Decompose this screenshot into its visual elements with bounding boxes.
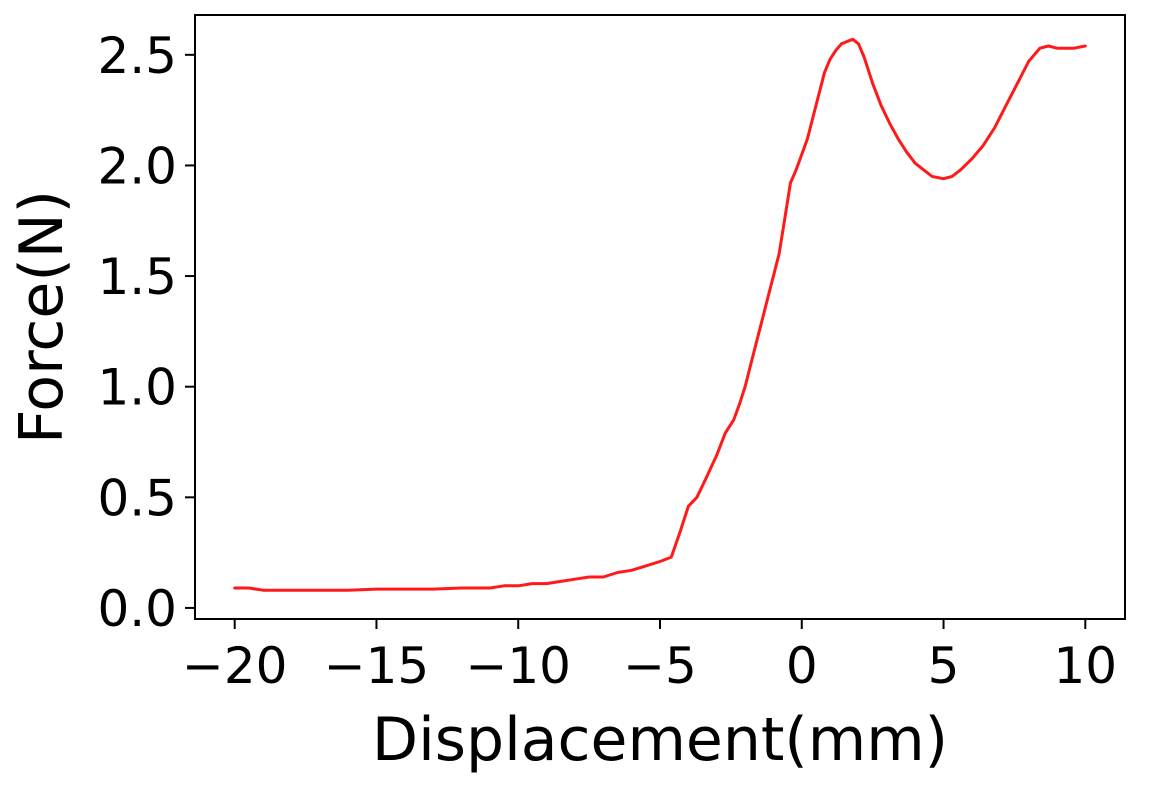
y-tick-label: 2.5 <box>97 27 177 85</box>
x-tick-label: 5 <box>928 637 960 695</box>
plot-area-frame <box>194 14 1126 620</box>
x-tick-label: −15 <box>324 637 430 695</box>
y-tick-label: 1.0 <box>97 359 177 417</box>
force-curve-line <box>233 37 1087 592</box>
y-tick-label: 0.0 <box>97 580 177 638</box>
y-axis-ticks: 0.0 0.5 1.0 1.5 2.0 2.5 <box>97 27 195 638</box>
x-tick-label: −20 <box>182 637 288 695</box>
y-tick-label: 1.5 <box>97 248 177 306</box>
y-tick-label: 0.5 <box>97 469 177 527</box>
x-tick-label: 10 <box>1053 637 1117 695</box>
x-tick-label: −10 <box>465 637 571 695</box>
y-axis-title: Force(N) <box>7 190 77 444</box>
x-tick-label: −5 <box>623 637 697 695</box>
x-axis-title: Displacement(mm) <box>372 705 948 775</box>
x-axis-ticks: −20 −15 −10 −5 0 5 10 <box>182 619 1117 695</box>
x-tick-label: 0 <box>786 637 818 695</box>
y-tick-label: 2.0 <box>97 137 177 195</box>
